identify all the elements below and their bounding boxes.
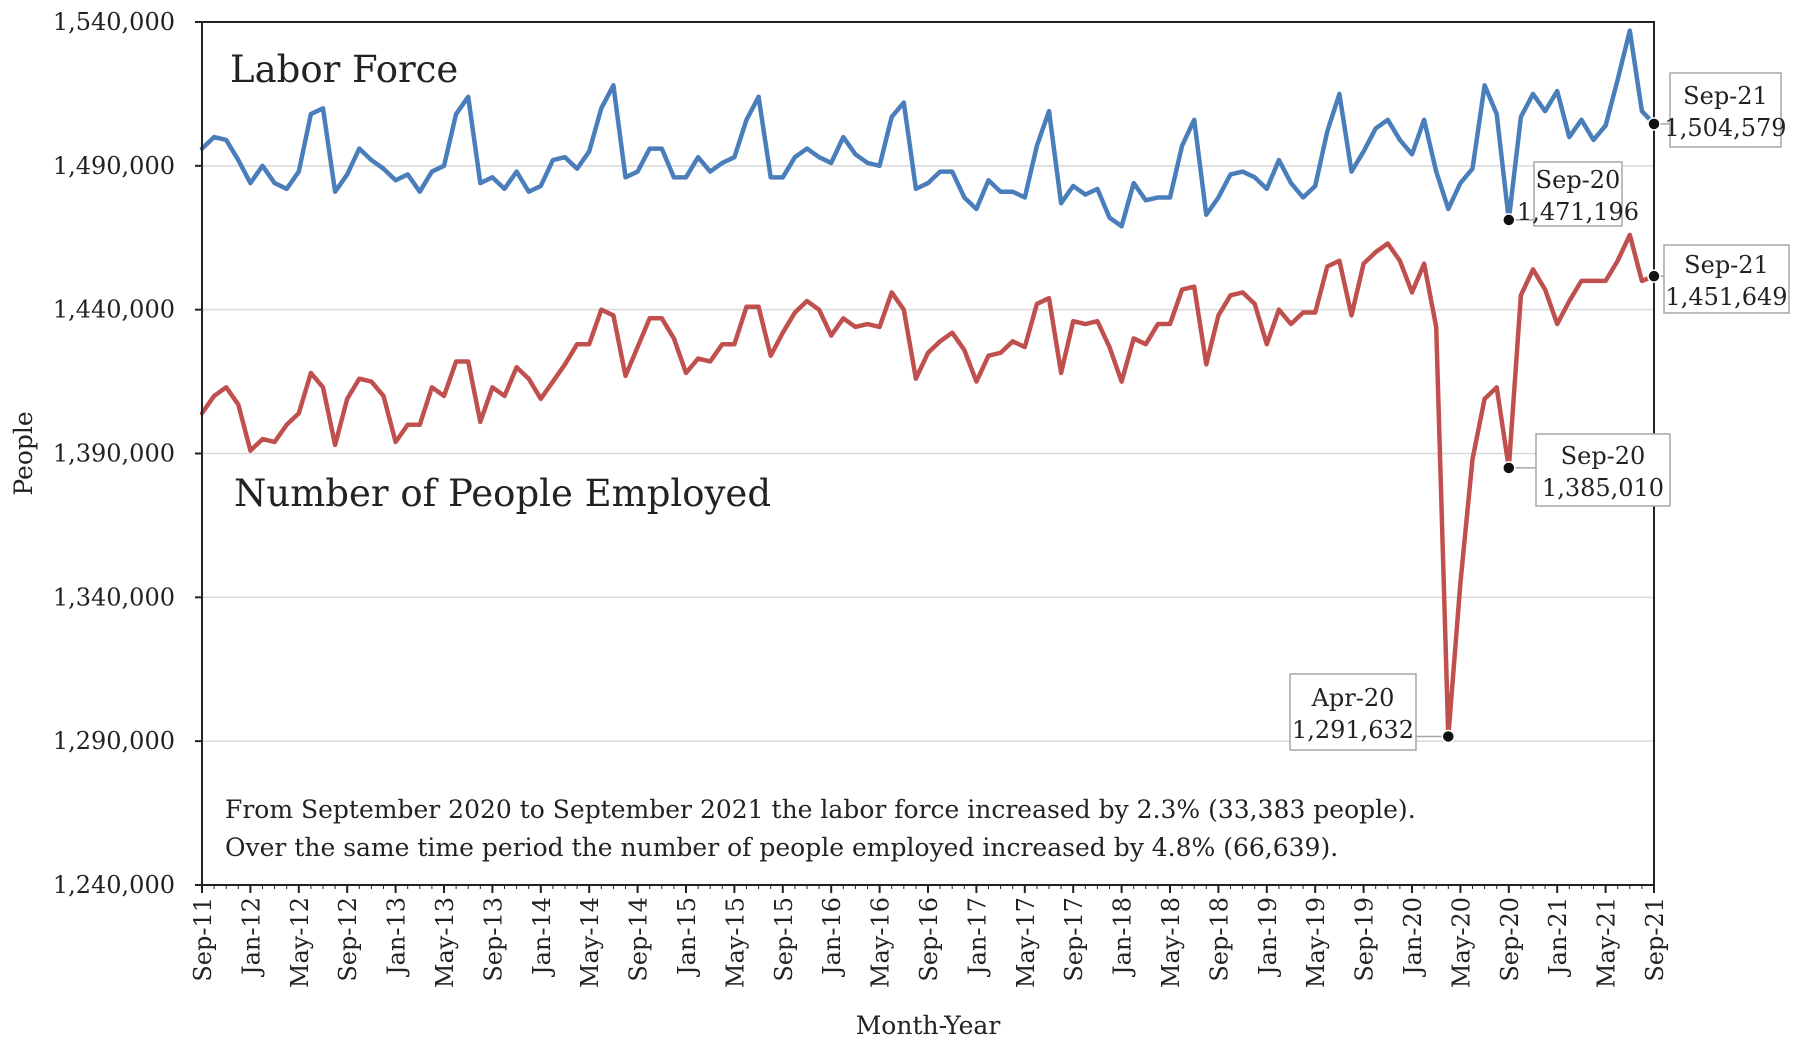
callout-employed-apr20: Apr-20 1,291,632 xyxy=(1289,673,1456,751)
x-tick-label: May-20 xyxy=(1447,897,1475,988)
note-line: Over the same time period the number of … xyxy=(225,833,1338,862)
x-tick-label: Sep-11 xyxy=(189,897,217,982)
x-tick-label: Sep-19 xyxy=(1351,897,1379,982)
x-tick-label: May-12 xyxy=(286,897,314,988)
callout-box xyxy=(1533,161,1623,227)
y-tick-label: 1,540,000 xyxy=(53,8,175,36)
y-tick-label: 1,290,000 xyxy=(53,727,175,755)
x-tick-label: Jan-18 xyxy=(1109,897,1137,978)
x-tick-label: May-15 xyxy=(721,897,749,988)
callout-box xyxy=(1669,72,1782,148)
x-tick-label: Jan-12 xyxy=(237,897,265,978)
x-tick-label: Jan-14 xyxy=(528,897,556,978)
x-tick-label: Sep-21 xyxy=(1641,897,1669,982)
callout-marker xyxy=(1647,117,1661,131)
callout-date: Sep-20 xyxy=(1561,442,1646,470)
y-tick-label: 1,440,000 xyxy=(53,296,175,324)
x-tick-label: Jan-16 xyxy=(818,897,846,978)
callout-date: Sep-21 xyxy=(1683,82,1768,110)
x-tick-label: Sep-18 xyxy=(1205,897,1233,982)
series-lines xyxy=(199,28,1657,739)
callout-box xyxy=(1663,244,1790,314)
x-tick-label: Jan-21 xyxy=(1544,897,1572,978)
gridlines xyxy=(202,165,1654,742)
x-tick-label: Sep-12 xyxy=(334,897,362,982)
x-tick-label: May-17 xyxy=(1012,897,1040,988)
callout-date: Apr-20 xyxy=(1311,684,1395,712)
callout-box xyxy=(1535,433,1671,507)
callout-box xyxy=(1289,673,1417,751)
x-tick-label: May-13 xyxy=(431,897,459,988)
x-tick-label: Jan-20 xyxy=(1399,897,1427,978)
x-tick-labels: Sep-11 Jan-12 May-12 Sep-12 Jan-13 May-13 Sep-… xyxy=(189,885,1669,988)
x-axis-title: Month-Year xyxy=(856,1011,1001,1040)
x-tick-label: Sep-13 xyxy=(479,897,507,982)
x-tick-label: May-19 xyxy=(1302,897,1330,988)
x-tick-label: Jan-17 xyxy=(963,897,991,978)
callout-value: 1,504,579 xyxy=(1664,114,1786,142)
y-tick-label: 1,390,000 xyxy=(53,440,175,468)
x-tick-label: Sep-17 xyxy=(1060,897,1088,982)
note-line: From September 2020 to September 2021 th… xyxy=(225,795,1416,824)
callout-marker xyxy=(1647,269,1661,283)
labor-force-label: Labor Force xyxy=(230,48,458,91)
callout-marker xyxy=(1502,213,1516,227)
employed-line xyxy=(199,232,1657,739)
callout-employed-sep21: Sep-21 1,451,649 xyxy=(1647,244,1790,314)
x-tick-label: May-16 xyxy=(867,897,895,988)
callout-marker xyxy=(1502,461,1516,475)
callout-value: 1,471,196 xyxy=(1517,198,1639,226)
x-tick-label: Jan-19 xyxy=(1254,897,1282,978)
x-tick-label: May-14 xyxy=(576,897,604,988)
x-tick-label: Jan-15 xyxy=(673,897,701,978)
x-tick-label: Jan-13 xyxy=(383,897,411,978)
callout-employed-sep20: Sep-20 1,385,010 xyxy=(1502,433,1671,507)
callout-date: Sep-20 xyxy=(1536,166,1621,194)
employed-label: Number of People Employed xyxy=(234,472,771,515)
series-labels: Labor Force Number of People Employed xyxy=(230,48,771,515)
labor-force-line xyxy=(199,28,1657,229)
y-tick-labels: 1,240,000 1,290,000 1,340,000 1,390,000 1,44… xyxy=(53,8,202,899)
data-callouts: Sep-20 1,471,196 Sep-21 1,504,579 Apr-20 1,29… xyxy=(1289,72,1790,751)
y-tick-label: 1,240,000 xyxy=(53,871,175,899)
y-tick-label: 1,490,000 xyxy=(53,152,175,180)
callout-marker xyxy=(1441,729,1456,744)
x-tick-label: Sep-15 xyxy=(770,897,798,982)
x-tick-label: Sep-20 xyxy=(1496,897,1524,982)
x-tick-label: Sep-14 xyxy=(625,897,653,982)
x-tick-label: May-18 xyxy=(1157,897,1185,988)
summary-note: From September 2020 to September 2021 th… xyxy=(225,795,1416,862)
y-tick-label: 1,340,000 xyxy=(53,583,175,611)
callout-labor-sep20: Sep-20 1,471,196 xyxy=(1502,161,1639,227)
callout-date: Sep-21 xyxy=(1684,251,1769,279)
y-axis-title: People xyxy=(9,411,38,495)
callout-value: 1,385,010 xyxy=(1542,474,1664,502)
callout-value: 1,451,649 xyxy=(1665,283,1787,311)
x-tick-label: May-21 xyxy=(1593,897,1621,988)
callout-value: 1,291,632 xyxy=(1292,716,1414,744)
callout-labor-sep21: Sep-21 1,504,579 xyxy=(1647,72,1787,148)
x-tick-label: Sep-16 xyxy=(915,897,943,982)
